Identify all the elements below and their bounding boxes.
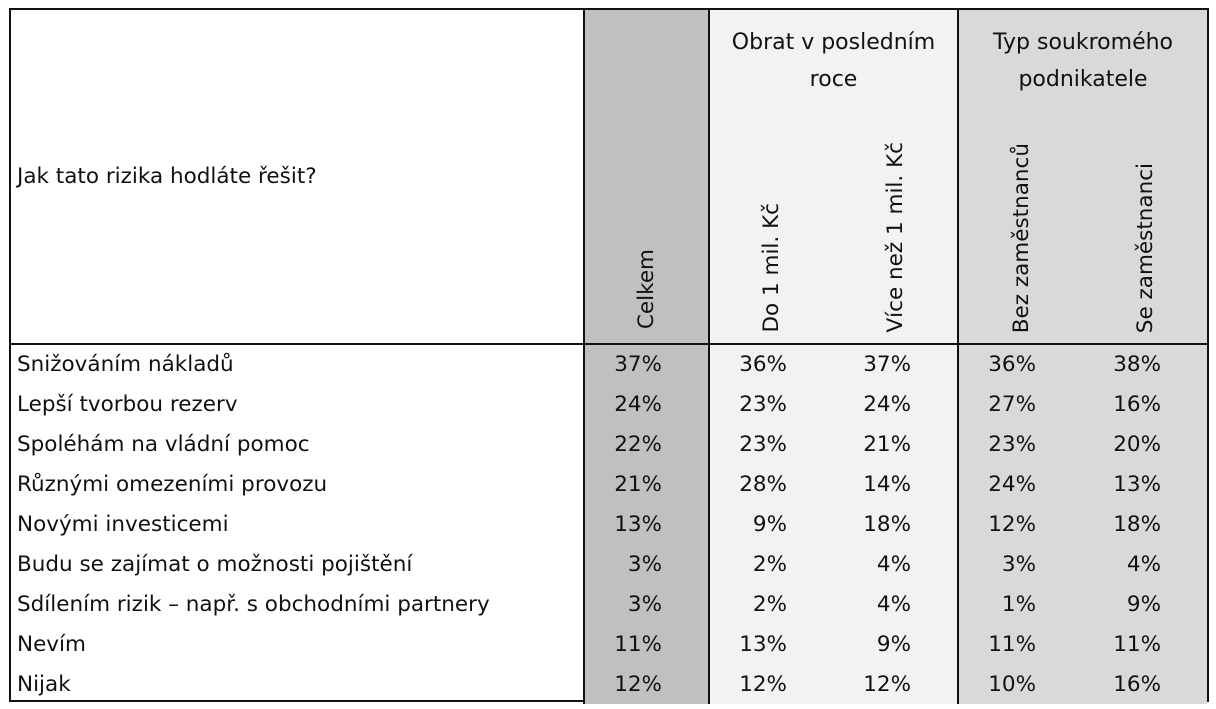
cell-with-employees: 16% — [1082, 384, 1208, 425]
survey-table-frame: Jak tato rizika hodláte řešit? Celkem Ob… — [9, 8, 1209, 705]
column-header-turnover-low: Do 1 mil. Kč — [710, 108, 834, 343]
cell-no-employees: 36% — [957, 344, 1083, 385]
table-row: Novými investicemi 13% 9% 18% 12% 18% — [11, 504, 1208, 545]
cell-turnover-high: 12% — [833, 664, 959, 705]
cell-no-employees: 12% — [957, 504, 1083, 545]
row-label: Nevím — [17, 631, 86, 657]
row-label: Snižováním nákladů — [17, 352, 234, 378]
cell-total: 13% — [583, 504, 709, 545]
table-row: Budu se zajímat o možnosti pojištění 3% 2%… — [11, 544, 1208, 585]
cell-total: 21% — [583, 464, 709, 505]
table-row: Různými omezeními provozu 21% 28% 14% 24% 13% — [11, 464, 1208, 505]
cell-no-employees: 11% — [957, 624, 1083, 665]
cell-with-employees: 9% — [1082, 584, 1208, 625]
column-header-with-employees-label: Se zaměstnanci — [1132, 162, 1158, 333]
column-header-total: Celkem — [583, 10, 709, 345]
cell-no-employees: 10% — [957, 664, 1083, 705]
cell-total: 37% — [583, 344, 709, 385]
cell-turnover-high: 24% — [833, 384, 959, 425]
column-header-with-employees: Se zaměstnanci — [1083, 108, 1207, 343]
column-header-turnover-low-label: Do 1 mil. Kč — [759, 203, 785, 333]
column-header-turnover-high: Více než 1 mil. Kč — [834, 108, 958, 343]
type-group-header: Typ soukromého podnikatele Bez zaměstnan… — [957, 10, 1208, 345]
cell-turnover-high: 4% — [833, 544, 959, 585]
row-label: Různými omezeními provozu — [17, 472, 328, 498]
row-label: Spoléhám na vládní pomoc — [17, 432, 310, 458]
table-row: Nijak 12% 12% 12% 10% 16% — [11, 664, 1208, 705]
turnover-group-title: Obrat v posledním roce — [731, 30, 936, 92]
cell-no-employees: 3% — [957, 544, 1083, 585]
cell-total: 11% — [583, 624, 709, 665]
survey-table: Jak tato rizika hodláte řešit? Celkem Ob… — [11, 10, 1208, 705]
cell-turnover-high: 14% — [833, 464, 959, 505]
type-group-title: Typ soukromého podnikatele — [993, 30, 1174, 92]
cell-turnover-low: 2% — [708, 584, 833, 625]
cell-no-employees: 23% — [957, 424, 1083, 465]
cell-total: 12% — [583, 664, 709, 705]
table-row: Spoléhám na vládní pomoc 22% 23% 21% 23% 20% — [11, 424, 1208, 465]
cell-turnover-low: 36% — [708, 344, 833, 385]
turnover-group-header: Obrat v posledním roce Do 1 mil. Kč Více… — [707, 10, 959, 345]
cell-total: 24% — [583, 384, 709, 425]
header-row: Jak tato rizika hodláte řešit? Celkem Ob… — [11, 10, 1208, 345]
table-row: Snižováním nákladů 37% 36% 37% 36% 38% — [11, 344, 1208, 385]
cell-turnover-low: 12% — [708, 664, 833, 705]
table-row: Lepší tvorbou rezerv 24% 23% 24% 27% 16% — [11, 384, 1208, 425]
cell-turnover-high: 18% — [833, 504, 959, 545]
row-label: Lepší tvorbou rezerv — [17, 392, 238, 418]
row-label: Nijak — [17, 671, 71, 697]
cell-no-employees: 1% — [957, 584, 1083, 625]
cell-with-employees: 4% — [1082, 544, 1208, 585]
cell-total: 22% — [583, 424, 709, 465]
column-header-no-employees-label: Bez zaměstnanců — [1008, 142, 1034, 333]
cell-turnover-low: 2% — [708, 544, 833, 585]
table-row: Nevím 11% 13% 9% 11% 11% — [11, 624, 1208, 665]
cell-turnover-high: 37% — [833, 344, 959, 385]
column-header-total-label: Celkem — [634, 248, 659, 329]
cell-with-employees: 11% — [1082, 624, 1208, 665]
cell-with-employees: 20% — [1082, 424, 1208, 465]
cell-turnover-low: 23% — [708, 384, 833, 425]
cell-turnover-low: 28% — [708, 464, 833, 505]
column-header-no-employees: Bez zaměstnanců — [959, 108, 1083, 343]
cell-with-employees: 38% — [1082, 344, 1208, 385]
column-header-turnover-high-label: Více než 1 mil. Kč — [882, 142, 908, 333]
cell-turnover-high: 4% — [833, 584, 959, 625]
cell-turnover-low: 9% — [708, 504, 833, 545]
row-label: Novými investicemi — [17, 512, 229, 537]
question-header: Jak tato rizika hodláte řešit? — [11, 10, 584, 345]
cell-turnover-low: 23% — [708, 424, 833, 465]
cell-turnover-high: 21% — [833, 424, 959, 465]
cell-no-employees: 24% — [957, 464, 1083, 505]
cell-total: 3% — [583, 584, 709, 625]
cell-with-employees: 18% — [1082, 504, 1208, 545]
row-label: Budu se zajímat o možnosti pojištění — [17, 551, 413, 577]
cell-total: 3% — [583, 544, 709, 585]
table-row: Sdílením rizik – např. s obchodními part… — [11, 584, 1208, 625]
cell-no-employees: 27% — [957, 384, 1083, 425]
cell-with-employees: 16% — [1082, 664, 1208, 705]
row-label: Sdílením rizik – např. s obchodními part… — [17, 591, 490, 617]
cell-with-employees: 13% — [1082, 464, 1208, 505]
cell-turnover-low: 13% — [708, 624, 833, 665]
cell-turnover-high: 9% — [833, 624, 959, 665]
